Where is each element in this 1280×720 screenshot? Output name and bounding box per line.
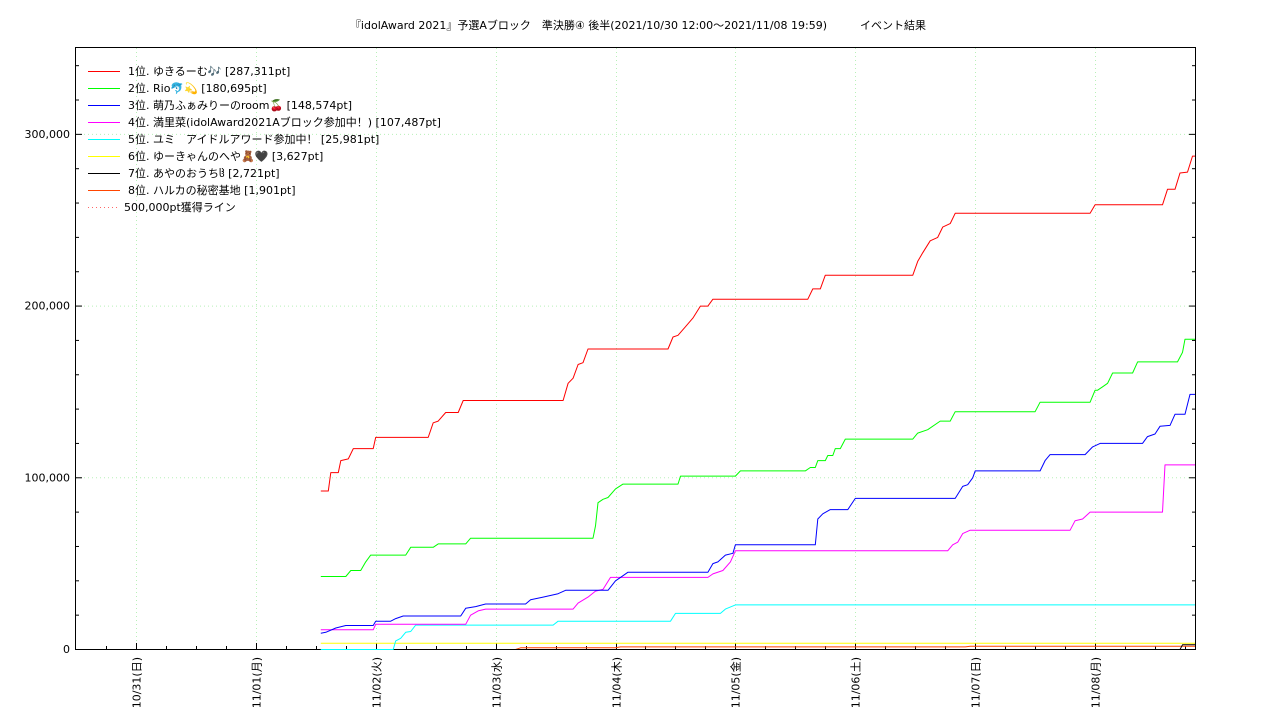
y-tick-label: 200,000: [25, 300, 71, 313]
legend-label-reference: 500,000pt獲得ライン: [124, 201, 236, 214]
x-tick-label: 11/03(水): [491, 657, 504, 708]
legend-label: 6位. ゆーきゃんのへや🧸🖤 [3,627pt]: [128, 149, 323, 163]
series-line: [320, 393, 1195, 634]
x-tick-label: 11/05(金): [729, 657, 743, 708]
legend-label: 5位. ユミ アイドルアワード参加中！ [25,981pt]: [128, 132, 379, 146]
series-line: [320, 644, 1195, 650]
series-line: [320, 604, 1195, 650]
x-tick-label: 11/02(火): [371, 657, 384, 708]
x-tick-label: 11/07(日): [970, 657, 983, 708]
x-tick-label: 10/31(日): [131, 657, 144, 708]
y-tick-label: 300,000: [25, 128, 71, 141]
legend-label: 8位. ハルカの秘密基地 [1,901pt]: [128, 183, 296, 197]
series-line: [320, 338, 1195, 577]
x-tick-label: 11/01(月): [251, 657, 264, 708]
series-line: [320, 155, 1195, 492]
x-tick-label: 11/08(月): [1090, 657, 1103, 708]
legend-label: 3位. 萌乃ふぁみりーのroom🍒 [148,574pt]: [128, 98, 352, 112]
chart-title: 『idolAward 2021』予選Aブロック 準決勝④ 後半(2021/10/…: [350, 18, 926, 32]
x-tick-label: 11/06(土): [850, 657, 863, 708]
legend: 1位. ゆきるーむ🎶 [287,311pt] 2位. Rio🐬💫 [180,695…: [88, 64, 441, 214]
series-layer: [320, 155, 1195, 650]
x-tick-label: 11/04(木): [611, 657, 624, 708]
legend-label: 4位. 満里菜(idolAward2021Aブロック参加中！) [107,487…: [128, 115, 441, 129]
y-tick-label: 100,000: [25, 471, 71, 484]
series-line: [320, 464, 1195, 631]
legend-label: 7位. あやのおうちჱ̒ [2,721pt]: [128, 166, 280, 180]
y-tick-label: 0: [63, 643, 70, 656]
legend-label: 1位. ゆきるーむ🎶 [287,311pt]: [128, 64, 290, 78]
axis-ticks: 0 100,000 200,000 300,000 10/31(日) 11/01(月) 11…: [25, 65, 1195, 708]
legend-label: 2位. Rio🐬💫 [180,695pt]: [128, 81, 267, 96]
